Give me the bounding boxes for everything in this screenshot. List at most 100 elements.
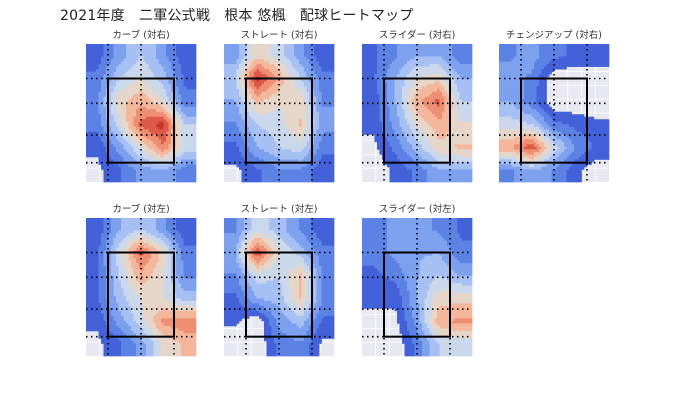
density-cell <box>148 94 152 98</box>
density-cell <box>246 89 250 93</box>
density-cell <box>294 169 297 173</box>
density-cell <box>329 124 332 128</box>
density-cell <box>271 106 275 110</box>
density-cell <box>231 74 235 77</box>
density-cell <box>118 154 122 158</box>
density-cell <box>264 139 267 143</box>
density-cell <box>183 121 187 125</box>
density-cell <box>271 169 275 173</box>
density-cell <box>284 111 287 115</box>
density-cell <box>309 139 312 143</box>
density-cell <box>261 81 265 85</box>
density-cell <box>279 99 282 103</box>
density-cell <box>412 44 415 47</box>
density-cell <box>123 149 127 153</box>
density-cell <box>151 146 154 150</box>
density-cell <box>239 86 242 90</box>
density-cell <box>387 44 390 47</box>
density-cell <box>93 66 97 70</box>
density-cell <box>108 64 112 67</box>
density-cell <box>176 64 179 67</box>
density-cell <box>276 141 280 145</box>
density-cell <box>296 64 300 67</box>
density-cell <box>151 69 154 72</box>
density-cell <box>151 109 154 113</box>
density-cell <box>116 51 119 55</box>
density-cell <box>289 111 292 115</box>
density-cell <box>96 49 99 52</box>
density-cell <box>153 131 157 135</box>
density-cell <box>301 139 305 143</box>
density-cell <box>171 51 174 55</box>
density-cell <box>274 59 277 62</box>
density-cell <box>98 139 102 143</box>
density-cell <box>271 56 275 60</box>
density-cell <box>259 129 262 133</box>
density-cell <box>191 131 194 135</box>
density-cell <box>289 174 292 178</box>
density-cell <box>101 69 104 72</box>
density-cell <box>116 91 119 95</box>
density-cell <box>314 79 317 82</box>
density-cell <box>226 61 230 65</box>
density-cell <box>284 51 287 55</box>
density-cell <box>309 176 312 180</box>
density-cell <box>249 94 252 98</box>
density-cell <box>254 131 257 135</box>
density-cell <box>131 164 134 168</box>
density-cell <box>236 81 240 85</box>
density-cell <box>321 89 325 93</box>
density-cell <box>236 144 240 148</box>
density-cell <box>289 159 292 163</box>
density-cell <box>274 89 277 93</box>
density-cell <box>324 51 327 55</box>
density-cell <box>113 146 117 150</box>
density-cell <box>163 71 167 75</box>
density-cell <box>452 51 455 55</box>
density-cell <box>329 106 332 110</box>
density-cell <box>86 126 89 130</box>
density-cell <box>254 174 257 178</box>
density-cell <box>161 119 164 123</box>
density-cell <box>178 74 182 77</box>
density-cell <box>324 139 327 143</box>
density-cell <box>153 176 157 180</box>
density-cell <box>183 146 187 150</box>
density-cell <box>178 141 182 145</box>
density-cell <box>291 169 295 173</box>
density-cell <box>138 119 142 123</box>
density-cell <box>326 171 330 175</box>
density-cell <box>123 44 127 47</box>
density-cell <box>269 89 272 93</box>
density-cell <box>249 86 252 90</box>
density-cell <box>306 109 310 113</box>
density-cell <box>103 126 107 130</box>
density-cell <box>224 144 227 148</box>
density-cell <box>193 71 197 75</box>
density-cell <box>86 49 89 52</box>
density-cell <box>93 154 97 158</box>
density-cell <box>148 124 152 128</box>
density-cell <box>301 126 305 130</box>
density-cell <box>241 126 245 130</box>
density-cell <box>244 174 247 178</box>
density-cell <box>226 86 230 90</box>
density-cell <box>118 91 122 95</box>
density-cell <box>106 56 109 60</box>
density-cell <box>153 106 157 110</box>
density-cell <box>226 126 230 130</box>
density-cell <box>299 59 302 62</box>
density-cell <box>236 126 240 130</box>
density-cell <box>326 74 330 77</box>
density-cell <box>299 174 302 178</box>
density-cell <box>176 169 179 173</box>
density-cell <box>274 86 277 90</box>
density-cell <box>316 176 320 180</box>
density-cell <box>121 171 124 175</box>
density-cell <box>151 136 154 140</box>
density-cell <box>266 151 270 155</box>
density-cell <box>161 174 164 178</box>
density-cell <box>163 116 167 120</box>
density-cell <box>148 84 152 88</box>
density-cell <box>113 154 117 158</box>
